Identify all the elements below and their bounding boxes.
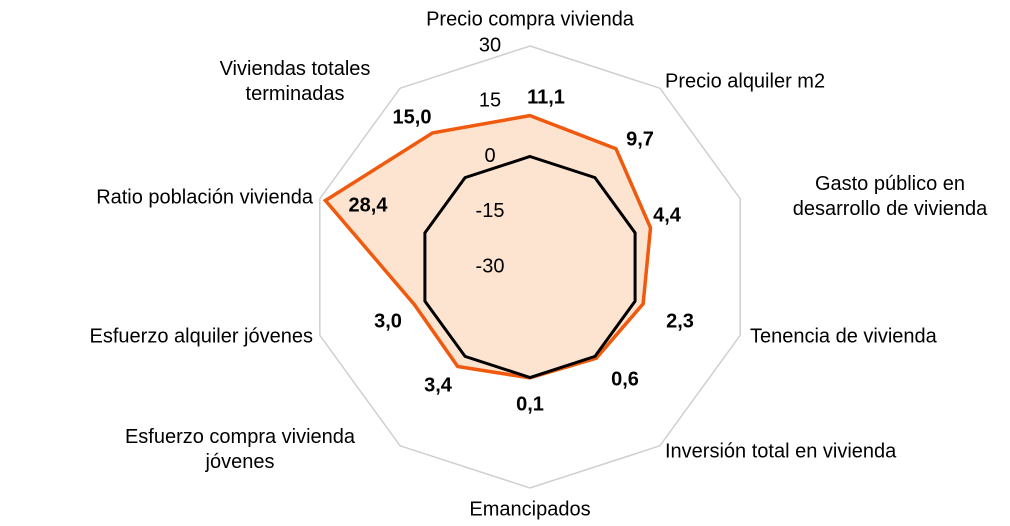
axis-label: Precio alquiler m2 [665, 70, 825, 92]
tick-label: 0 [484, 145, 495, 167]
axis-label: Viviendas totales terminadas [220, 58, 371, 105]
axis-label: Gasto público en desarrollo de vivienda [793, 173, 988, 220]
value-label: 28,4 [349, 194, 389, 216]
value-label: 0,6 [611, 368, 639, 390]
axis-label: Precio compra vivienda [426, 8, 635, 30]
axis-label: Ratio población vivienda [96, 186, 314, 208]
axis-label: Tenencia de vivienda [750, 325, 938, 347]
axis-label: Esfuerzo compra vivienda jóvenes [125, 426, 356, 473]
axis-label: Inversión total en vivienda [665, 440, 897, 462]
tick-label: 15 [479, 90, 501, 112]
value-label: 3,4 [424, 374, 453, 396]
grid-ring [319, 45, 741, 489]
reference-ring [423, 154, 637, 380]
axis-label: Emancipados [469, 498, 590, 520]
value-label: 3,0 [374, 310, 402, 332]
value-label: 4,4 [653, 204, 682, 226]
tick-label: -30 [476, 255, 505, 277]
value-label: 11,1 [527, 86, 565, 108]
value-label: 2,3 [666, 310, 694, 332]
value-label: 9,7 [626, 128, 654, 150]
value-label: 15,0 [393, 106, 432, 128]
tick-label: 30 [479, 34, 501, 56]
value-label: 0,1 [516, 393, 544, 415]
tick-label: -15 [476, 200, 505, 222]
axis-label: Esfuerzo alquiler jóvenes [90, 325, 313, 347]
